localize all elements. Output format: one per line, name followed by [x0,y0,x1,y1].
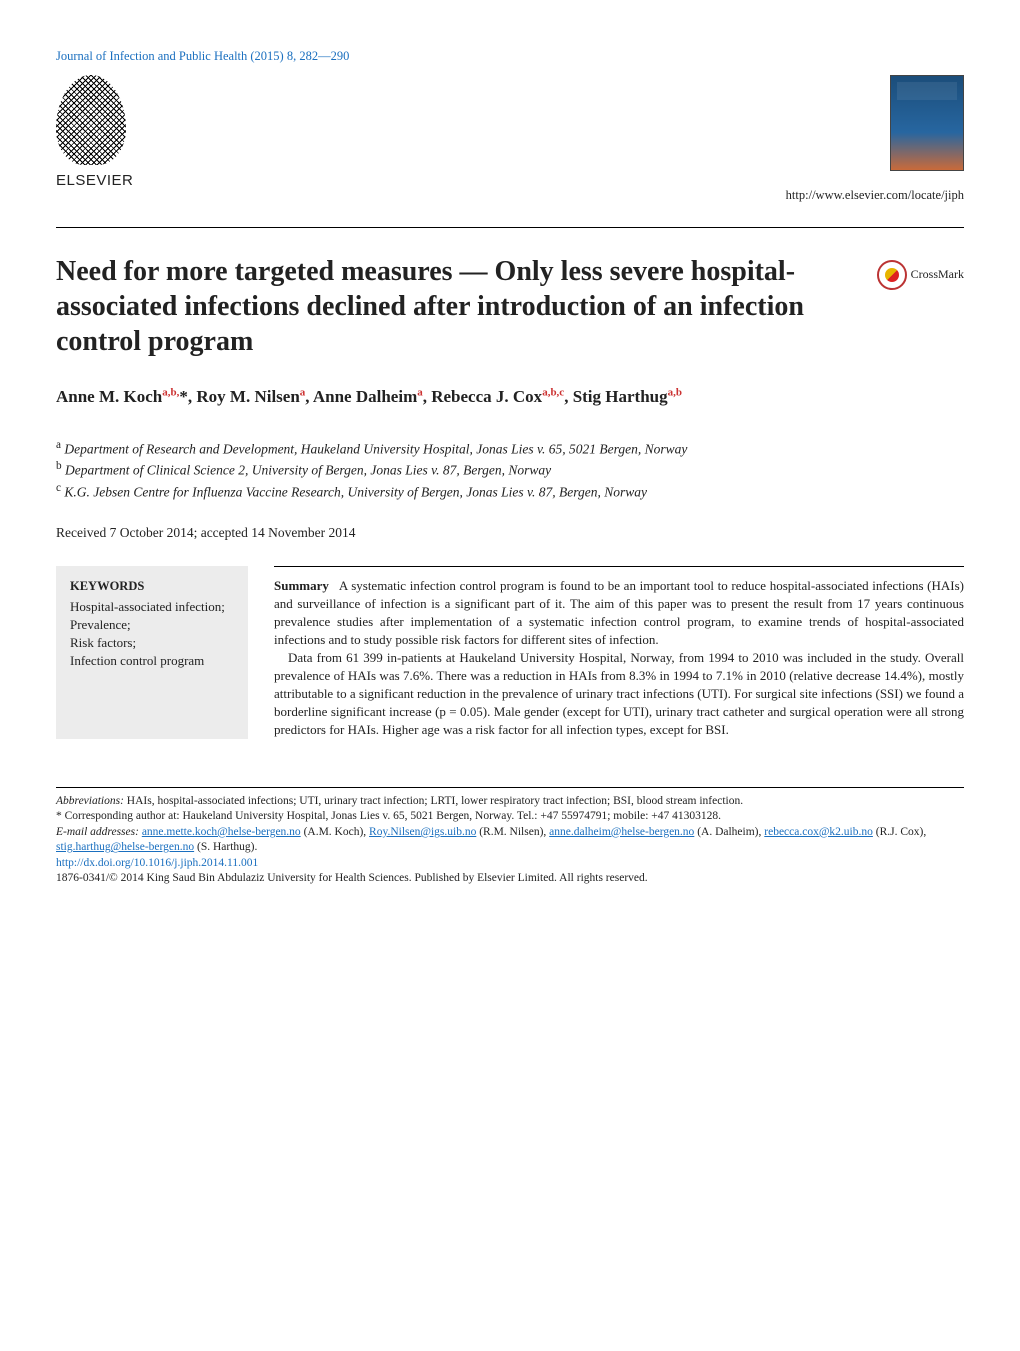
keywords-heading: KEYWORDS [70,578,234,596]
crossmark-icon [877,260,907,290]
journal-cover-icon [890,75,964,171]
abstract-p1: SummaryA systematic infection control pr… [274,577,964,649]
crossmark-label: CrossMark [911,266,964,283]
abstract-p1-text: A systematic infection control program i… [274,578,964,647]
header-row: ELSEVIER http://www.elsevier.com/locate/… [56,75,964,204]
elsevier-tree-icon [56,75,126,165]
footer-divider [56,787,964,788]
author-list: Anne M. Kocha,b,*, Roy M. Nilsena, Anne … [56,385,964,409]
copyright: 1876-0341/© 2014 King Saud Bin Abdulaziz… [56,871,964,887]
article-title: Need for more targeted measures — Only l… [56,254,859,359]
abbreviations: Abbreviations: HAIs, hospital-associated… [56,794,964,810]
article-history: Received 7 October 2014; accepted 14 Nov… [56,524,964,543]
body-columns: KEYWORDS Hospital-associated infection; … [56,566,964,738]
affiliation-a: a Department of Research and Development… [56,438,964,459]
keywords-list: Hospital-associated infection; Prevalenc… [70,598,234,671]
journal-homepage-url[interactable]: http://www.elsevier.com/locate/jiph [786,187,964,204]
affiliation-a-text: Department of Research and Development, … [64,442,687,457]
journal-link-box: http://www.elsevier.com/locate/jiph [786,75,964,204]
abstract-top-rule [274,566,964,567]
affiliation-c: c K.G. Jebsen Centre for Influenza Vacci… [56,481,964,502]
abbrev-text: HAIs, hospital-associated infections; UT… [124,795,743,807]
footnotes: Abbreviations: HAIs, hospital-associated… [56,794,964,887]
keywords-box: KEYWORDS Hospital-associated infection; … [56,566,248,738]
email-addresses: E-mail addresses: anne.mette.koch@helse-… [56,825,964,856]
affiliation-b-text: Department of Clinical Science 2, Univer… [65,463,551,478]
journal-citation[interactable]: Journal of Infection and Public Health (… [56,48,964,65]
affiliations: a Department of Research and Development… [56,438,964,501]
abstract-lead: Summary [274,578,329,593]
doi-url[interactable]: http://dx.doi.org/10.1016/j.jiph.2014.11… [56,857,258,869]
crossmark-button[interactable]: CrossMark [877,260,964,290]
abstract: SummaryA systematic infection control pr… [274,566,964,738]
publisher-logo[interactable]: ELSEVIER [56,75,176,192]
divider [56,227,964,228]
abbrev-label: Abbreviations: [56,795,124,807]
affiliation-b: b Department of Clinical Science 2, Univ… [56,459,964,480]
affiliation-c-text: K.G. Jebsen Centre for Influenza Vaccine… [64,484,647,499]
publisher-name: ELSEVIER [56,171,176,192]
corresponding-author: * Corresponding author at: Haukeland Uni… [56,809,964,825]
abstract-p2: Data from 61 399 in-patients at Haukelan… [274,649,964,739]
doi-link[interactable]: http://dx.doi.org/10.1016/j.jiph.2014.11… [56,856,964,872]
title-row: Need for more targeted measures — Only l… [56,254,964,359]
